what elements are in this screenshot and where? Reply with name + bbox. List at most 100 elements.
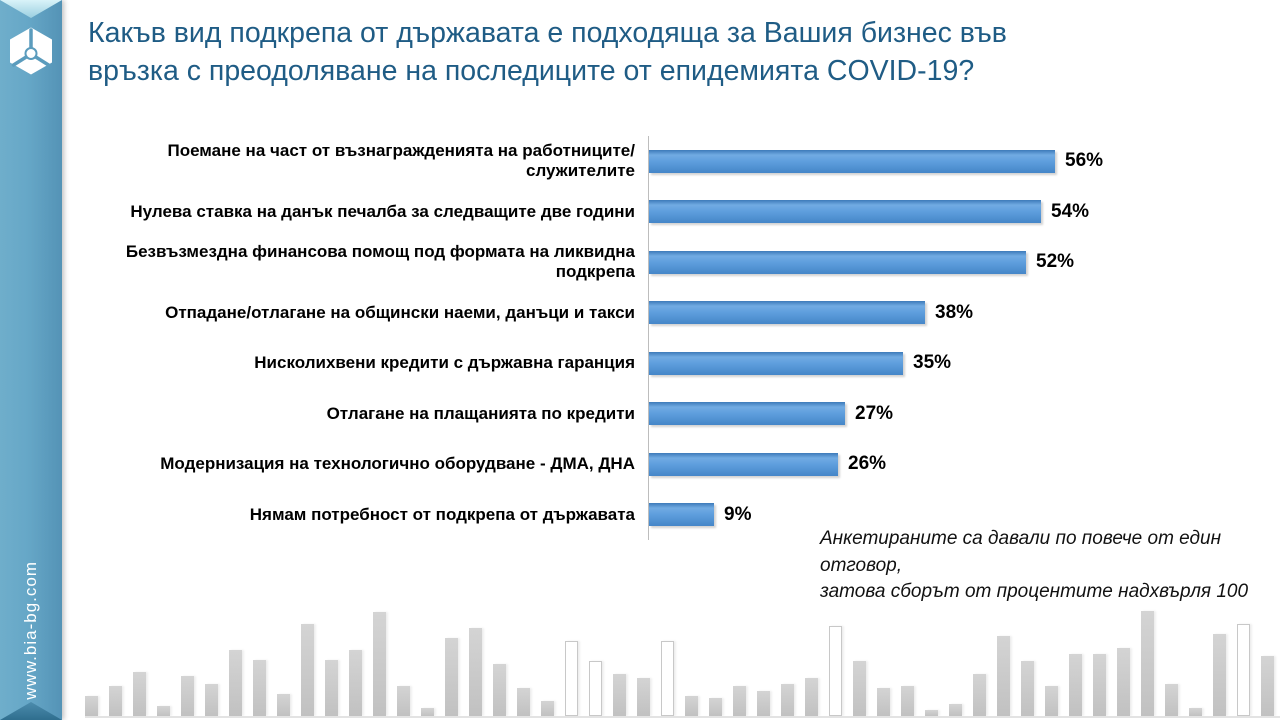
data-bar: [649, 149, 1055, 173]
skyline-bar: [589, 661, 602, 716]
bar-area: 38%: [648, 287, 1198, 338]
skyline-bar: [829, 626, 842, 716]
sidebar-top-bevel: [0, 0, 62, 18]
skyline-bar: [301, 624, 314, 716]
skyline-bar: [1165, 684, 1178, 716]
footnote-line-2: затова сборът от процентите надхвърля 10…: [820, 581, 1249, 603]
skyline-bar: [805, 678, 818, 716]
sidebar-bottom-bevel: [0, 702, 62, 720]
skyline-bar: [181, 676, 194, 716]
data-bar: [649, 200, 1041, 224]
data-bar: [649, 250, 1026, 274]
category-label: Безвъзмездна финансова помощ под формата…: [125, 242, 635, 282]
value-label: 27%: [855, 402, 894, 424]
value-label: 26%: [848, 453, 887, 475]
bar-area: 52%: [648, 237, 1198, 288]
skyline-bar: [109, 686, 122, 716]
chart-row: Нямам потребност от подкрепа от държават…: [90, 489, 1198, 540]
skyline-bar: [373, 612, 386, 716]
chart-row: Отпадане/отлагане на общински наеми, дан…: [90, 287, 1198, 338]
website-text: www.bia-bg.com: [21, 561, 40, 700]
skyline-bar: [1237, 624, 1250, 716]
skyline-bar: [85, 696, 98, 716]
skyline-bar: [1069, 654, 1082, 716]
chart-row: Модернизация на технологично оборудване …: [90, 439, 1198, 490]
value-label: 54%: [1051, 200, 1090, 222]
skyline-bar: [757, 691, 770, 716]
skyline-bar: [685, 696, 698, 716]
skyline-bar: [1261, 656, 1274, 716]
data-bar: [649, 402, 845, 426]
value-label: 52%: [1036, 251, 1075, 273]
bar-area: 56%: [648, 136, 1198, 187]
skyline-bar: [397, 686, 410, 716]
skyline-bar: [421, 708, 434, 716]
skyline-bar: [157, 706, 170, 716]
skyline-bar: [709, 698, 722, 716]
value-label: 56%: [1065, 150, 1104, 172]
category-label: Отпадане/отлагане на общински наеми, дан…: [165, 302, 635, 322]
skyline-bar: [613, 674, 626, 716]
skyline-bar: [853, 661, 866, 716]
category-label: Отлагане на плащанията по кредити: [326, 403, 635, 423]
bar-area: 27%: [648, 388, 1198, 439]
skyline-bar: [277, 694, 290, 716]
category-label: Нулева ставка на данък печалба за следва…: [130, 201, 635, 221]
data-bar: [649, 301, 925, 325]
skyline-bar: [1021, 661, 1034, 716]
category-label: Нямам потребност от подкрепа от държават…: [249, 504, 635, 524]
bar-area: 35%: [648, 338, 1198, 389]
skyline-bar: [733, 686, 746, 716]
data-bar: [649, 351, 903, 375]
skyline-bar: [781, 684, 794, 716]
skyline-bar: [469, 628, 482, 716]
skyline-bar: [925, 710, 938, 716]
data-bar: [649, 503, 714, 527]
skyline-bar: [973, 674, 986, 716]
skyline-bar: [877, 688, 890, 716]
value-label: 35%: [913, 352, 952, 374]
skyline-bar: [493, 664, 506, 716]
skyline-bar: [1189, 708, 1202, 716]
skyline-bar: [1213, 634, 1226, 716]
chart-row: Безвъзмездна финансова помощ под формата…: [90, 237, 1198, 288]
skyline-bar: [541, 701, 554, 716]
skyline-bar: [637, 678, 650, 716]
skyline-bar: [901, 686, 914, 716]
skyline-bar: [565, 641, 578, 716]
skyline-bar: [997, 636, 1010, 716]
value-label: 38%: [935, 301, 974, 323]
skyline-bar: [133, 672, 146, 716]
bia-logo-icon: [6, 22, 56, 80]
skyline-bar: [661, 641, 674, 716]
footnote-line-1: Анкетираните са давали по повече от един…: [820, 528, 1222, 576]
skyline-bar: [205, 684, 218, 716]
skyline-bar: [1045, 686, 1058, 716]
chart-row: Поемане на част от възнагражденията на р…: [90, 136, 1198, 187]
skyline-bar: [1141, 611, 1154, 716]
title-line-2: връзка с преодоляване на последиците от …: [88, 54, 975, 87]
chart-row: Нулева ставка на данък печалба за следва…: [90, 186, 1198, 237]
skyline-bar: [349, 650, 362, 716]
data-bar: [649, 452, 838, 476]
skyline-bar: [445, 638, 458, 716]
bar-area: 54%: [648, 186, 1198, 237]
category-label: Поемане на част от възнагражденията на р…: [167, 141, 635, 181]
category-label: Модернизация на технологично оборудване …: [160, 454, 635, 474]
value-label: 9%: [724, 503, 752, 525]
category-label: Нисколихвени кредити с държавна гаранция: [254, 353, 635, 373]
title-line-1: Какъв вид подкрепа от държавата е подход…: [88, 17, 1007, 49]
chart-row: Нисколихвени кредити с държавна гаранция…: [90, 338, 1198, 389]
skyline-bar: [1093, 654, 1106, 716]
skyline-bar: [229, 650, 242, 716]
bar-area: 26%: [648, 439, 1198, 490]
chart-footnote: Анкетираните са давали по повече от един…: [820, 526, 1280, 606]
bar-area: 9%: [648, 489, 1198, 540]
skyline-bar: [1117, 648, 1130, 716]
skyline-bar: [949, 704, 962, 716]
skyline-bar: [325, 660, 338, 716]
skyline-bar: [253, 660, 266, 716]
sidebar: www.bia-bg.com: [0, 0, 62, 720]
chart-rows: Поемане на част от възнагражденията на р…: [90, 136, 1198, 540]
slide-title: Какъв вид подкрепа от държавата е подход…: [88, 15, 1268, 91]
